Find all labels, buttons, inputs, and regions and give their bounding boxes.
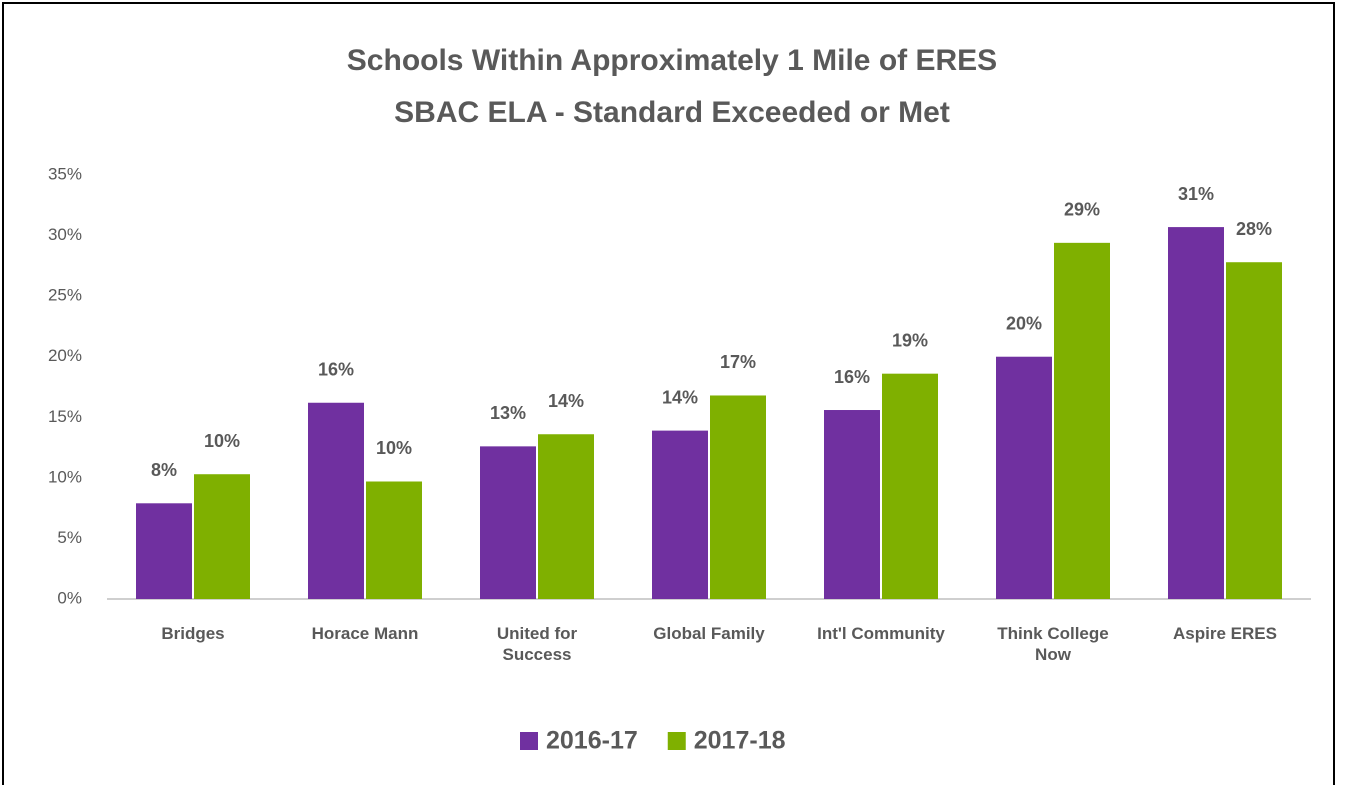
bar xyxy=(194,474,250,599)
data-label: 20% xyxy=(1006,313,1042,333)
bar xyxy=(1054,242,1110,599)
data-label: 10% xyxy=(204,431,240,451)
bar xyxy=(538,434,594,599)
data-label: 29% xyxy=(1064,200,1100,220)
y-tick-label: 20% xyxy=(48,346,82,365)
x-tick-label: Think College Now xyxy=(997,624,1109,664)
y-tick-label: 30% xyxy=(48,225,82,244)
bar xyxy=(1226,262,1282,599)
data-label: 16% xyxy=(318,359,354,379)
data-label: 31% xyxy=(1178,184,1214,204)
y-tick-label: 35% xyxy=(48,164,82,183)
bar xyxy=(1168,227,1224,599)
data-label: 16% xyxy=(834,367,870,387)
bar xyxy=(824,410,880,599)
y-tick-label: 15% xyxy=(48,407,82,426)
data-label: 13% xyxy=(490,403,526,423)
x-tick-label: Int'l Community xyxy=(817,624,945,643)
data-label: 14% xyxy=(662,387,698,407)
x-tick-label: Bridges xyxy=(161,624,225,643)
bar xyxy=(480,446,536,599)
x-tick-label: United for Success xyxy=(496,624,578,664)
chart-subtitle: SBAC ELA - Standard Exceeded or Met xyxy=(394,96,950,129)
x-tick-label: Global Family xyxy=(653,624,765,643)
legend-swatch xyxy=(520,732,538,750)
chart-title: Schools Within Approximately 1 Mile of E… xyxy=(347,44,997,77)
legend-swatch xyxy=(667,732,686,750)
y-tick-label: 0% xyxy=(57,588,82,607)
data-label: 10% xyxy=(376,438,412,458)
data-label: 8% xyxy=(151,460,177,480)
legend-label: 2017-18 xyxy=(694,727,786,755)
y-tick-label: 5% xyxy=(57,528,82,547)
data-label: 28% xyxy=(1236,219,1272,239)
data-label: 14% xyxy=(548,391,584,411)
bar xyxy=(882,373,938,599)
bar xyxy=(652,430,708,599)
y-tick-label: 10% xyxy=(48,467,82,486)
data-label: 19% xyxy=(892,330,928,350)
bar xyxy=(710,395,766,599)
bar xyxy=(366,481,422,599)
y-tick-label: 25% xyxy=(48,286,82,305)
data-label: 17% xyxy=(720,352,756,372)
x-tick-label: Horace Mann xyxy=(311,624,419,643)
bar xyxy=(308,402,364,599)
x-tick-label: Aspire ERES xyxy=(1173,624,1277,643)
bar xyxy=(136,503,192,599)
legend-label: 2016-17 xyxy=(546,727,638,755)
bar xyxy=(996,356,1052,599)
